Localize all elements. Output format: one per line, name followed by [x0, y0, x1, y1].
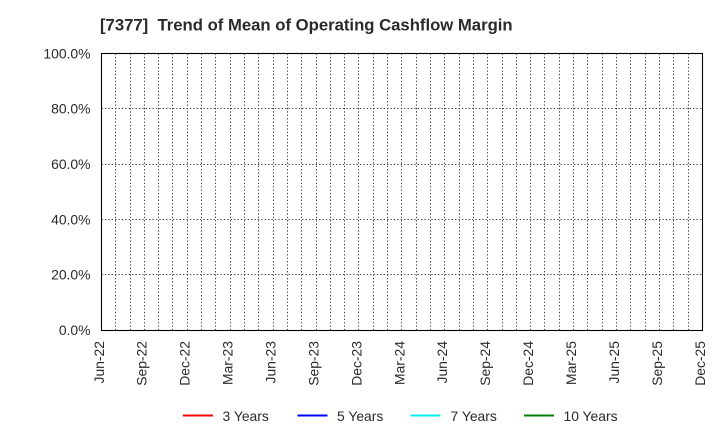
svg-text:100.0%: 100.0% — [43, 45, 90, 61]
svg-text:Dec-22: Dec-22 — [177, 341, 193, 386]
svg-text:Sep-24: Sep-24 — [477, 341, 493, 386]
svg-text:Jun-23: Jun-23 — [263, 341, 279, 384]
svg-text:Jun-25: Jun-25 — [606, 341, 622, 384]
svg-text:Sep-23: Sep-23 — [305, 341, 321, 386]
svg-text:Jun-22: Jun-22 — [91, 341, 107, 384]
svg-text:Mar-24: Mar-24 — [391, 341, 407, 385]
svg-text:60.0%: 60.0% — [51, 156, 90, 172]
svg-text:Dec-23: Dec-23 — [348, 341, 364, 386]
svg-text:7 Years: 7 Years — [451, 408, 497, 424]
svg-text:Mar-25: Mar-25 — [563, 341, 579, 385]
svg-text:40.0%: 40.0% — [51, 211, 90, 227]
svg-text:5 Years: 5 Years — [337, 408, 383, 424]
svg-text:Mar-23: Mar-23 — [220, 341, 236, 385]
svg-text:Jun-24: Jun-24 — [434, 341, 450, 384]
svg-text:Sep-22: Sep-22 — [134, 341, 150, 386]
svg-text:Sep-25: Sep-25 — [649, 341, 665, 386]
svg-text:20.0%: 20.0% — [51, 267, 90, 283]
svg-text:3 Years: 3 Years — [223, 408, 269, 424]
svg-text:10 Years: 10 Years — [564, 408, 618, 424]
svg-text:Dec-25: Dec-25 — [692, 341, 708, 386]
svg-text:[7377] Trend of Mean of Opera: [7377] Trend of Mean of Operating Cashfl… — [100, 16, 513, 35]
svg-text:0.0%: 0.0% — [59, 322, 91, 338]
svg-text:Dec-24: Dec-24 — [520, 341, 536, 386]
svg-text:80.0%: 80.0% — [51, 101, 90, 117]
